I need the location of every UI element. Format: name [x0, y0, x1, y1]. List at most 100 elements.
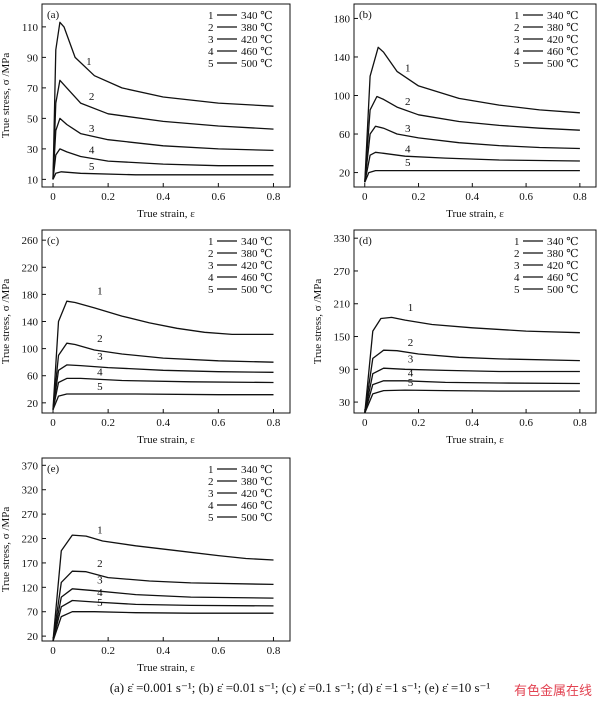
x-tick-label: 0.8	[267, 417, 281, 429]
y-axis-label: True stress, σ /MPa	[0, 507, 12, 593]
curve-label-3: 3	[408, 354, 414, 366]
x-axis-label: True strain, ε	[137, 662, 195, 674]
figure-caption: (a) ε̇ =0.001 s⁻¹; (b) ε̇ =0.01 s⁻¹; (c)…	[109, 680, 491, 695]
y-tick-label: 370	[22, 460, 39, 472]
legend-label-4: 460 ℃	[547, 272, 579, 284]
y-axis-label: True stress, σ /MPa	[312, 279, 324, 365]
legend-index-2: 2	[208, 476, 214, 488]
series-line-4	[52, 599, 274, 642]
y-tick-label: 260	[22, 235, 39, 247]
y-tick-label: 180	[334, 13, 351, 25]
curve-label-2: 2	[89, 91, 95, 103]
y-tick-label: 20	[27, 631, 39, 643]
x-tick-label: 0.2	[101, 191, 115, 203]
curve-label-1: 1	[405, 62, 411, 74]
legend-label-3: 420 ℃	[241, 488, 273, 500]
legend-index-1: 1	[208, 464, 214, 476]
series-line-5	[364, 169, 580, 183]
y-tick-label: 100	[334, 91, 351, 103]
legend-label-1: 340 ℃	[547, 10, 579, 22]
legend-label-3: 420 ℃	[241, 260, 273, 272]
y-tick-label: 330	[334, 233, 351, 245]
curve-label-3: 3	[89, 123, 95, 135]
y-tick-label: 10	[27, 174, 39, 186]
y-tick-label: 270	[334, 266, 351, 278]
legend-label-1: 340 ℃	[241, 236, 273, 248]
x-tick-label: 0	[362, 417, 368, 429]
curve-label-2: 2	[97, 558, 103, 570]
curve-label-4: 4	[405, 143, 411, 155]
legend-label-5: 500 ℃	[241, 512, 273, 524]
y-tick-label: 220	[22, 262, 39, 274]
y-tick-label: 270	[22, 509, 39, 521]
legend-label-2: 380 ℃	[241, 248, 273, 260]
curve-label-4: 4	[97, 367, 103, 379]
x-tick-label: 0	[50, 645, 56, 657]
curve-label-4: 4	[97, 587, 103, 599]
series-line-2	[52, 342, 274, 410]
legend-label-2: 380 ℃	[547, 248, 579, 260]
legend-label-4: 460 ℃	[241, 272, 273, 284]
y-tick-label: 50	[27, 113, 39, 125]
plot-frame	[41, 3, 291, 188]
legend-index-4: 4	[514, 46, 520, 58]
legend-index-5: 5	[208, 512, 214, 524]
series-line-3	[364, 125, 580, 183]
series-line-1	[52, 534, 274, 642]
curve-label-1: 1	[408, 302, 414, 314]
series-line-4	[52, 377, 274, 410]
x-tick-label: 0.8	[267, 191, 281, 203]
y-tick-label: 30	[27, 144, 39, 156]
legend-label-4: 460 ℃	[241, 46, 273, 58]
legend-label-5: 500 ℃	[241, 284, 273, 296]
y-tick-label: 210	[334, 299, 351, 311]
y-tick-label: 110	[22, 22, 39, 34]
legend-index-2: 2	[514, 22, 520, 34]
curve-label-5: 5	[408, 377, 414, 389]
x-tick-label: 0.2	[412, 191, 426, 203]
panel-label: (a)	[47, 9, 60, 21]
x-tick-label: 0.6	[211, 645, 225, 657]
legend-label-2: 380 ℃	[547, 22, 579, 34]
legend-index-4: 4	[514, 272, 520, 284]
series-line-5	[52, 171, 274, 180]
curve-label-1: 1	[86, 56, 92, 68]
x-tick-label: 0.6	[519, 191, 533, 203]
chart-panel-4: 0 0.2 0.4 0.6 0.8 30 90 150 210 270 330 True strain…	[312, 229, 597, 446]
curve-label-3: 3	[405, 123, 411, 135]
panel-label: (c)	[47, 235, 60, 247]
series-line-4	[364, 380, 580, 414]
x-tick-label: 0.6	[211, 191, 225, 203]
plot-frame	[353, 229, 597, 414]
series-line-3	[52, 588, 274, 642]
series-line-5	[52, 611, 274, 642]
series-line-1	[52, 300, 274, 410]
y-tick-label: 150	[334, 332, 351, 344]
series-line-3	[52, 364, 274, 410]
x-tick-label: 0.8	[573, 417, 587, 429]
y-axis-label: True stress, σ /MPa	[0, 279, 12, 365]
curve-label-4: 4	[408, 367, 414, 379]
curve-label-5: 5	[97, 597, 103, 609]
x-tick-label: 0	[362, 191, 368, 203]
legend-index-5: 5	[208, 284, 214, 296]
y-tick-label: 180	[22, 289, 39, 301]
chart-panel-1: 0 0.2 0.4 0.6 0.8 10 30 50 70 90 110 True strain, ε…	[0, 3, 291, 220]
series-line-2	[52, 570, 274, 642]
y-tick-label: 70	[27, 83, 39, 95]
legend-index-4: 4	[208, 500, 214, 512]
legend-index-5: 5	[208, 58, 214, 70]
y-tick-label: 70	[27, 607, 39, 619]
y-tick-label: 60	[339, 129, 351, 141]
x-tick-label: 0.4	[156, 191, 170, 203]
y-tick-label: 90	[339, 364, 351, 376]
watermark: 有色金属在线	[513, 684, 592, 699]
x-tick-label: 0.8	[573, 191, 587, 203]
y-tick-label: 220	[22, 534, 39, 546]
legend-index-1: 1	[514, 10, 520, 22]
legend-label-4: 460 ℃	[241, 500, 273, 512]
legend-label-1: 340 ℃	[241, 464, 273, 476]
legend-index-3: 3	[208, 488, 214, 500]
x-tick-label: 0.4	[156, 417, 170, 429]
y-tick-label: 60	[27, 371, 39, 383]
